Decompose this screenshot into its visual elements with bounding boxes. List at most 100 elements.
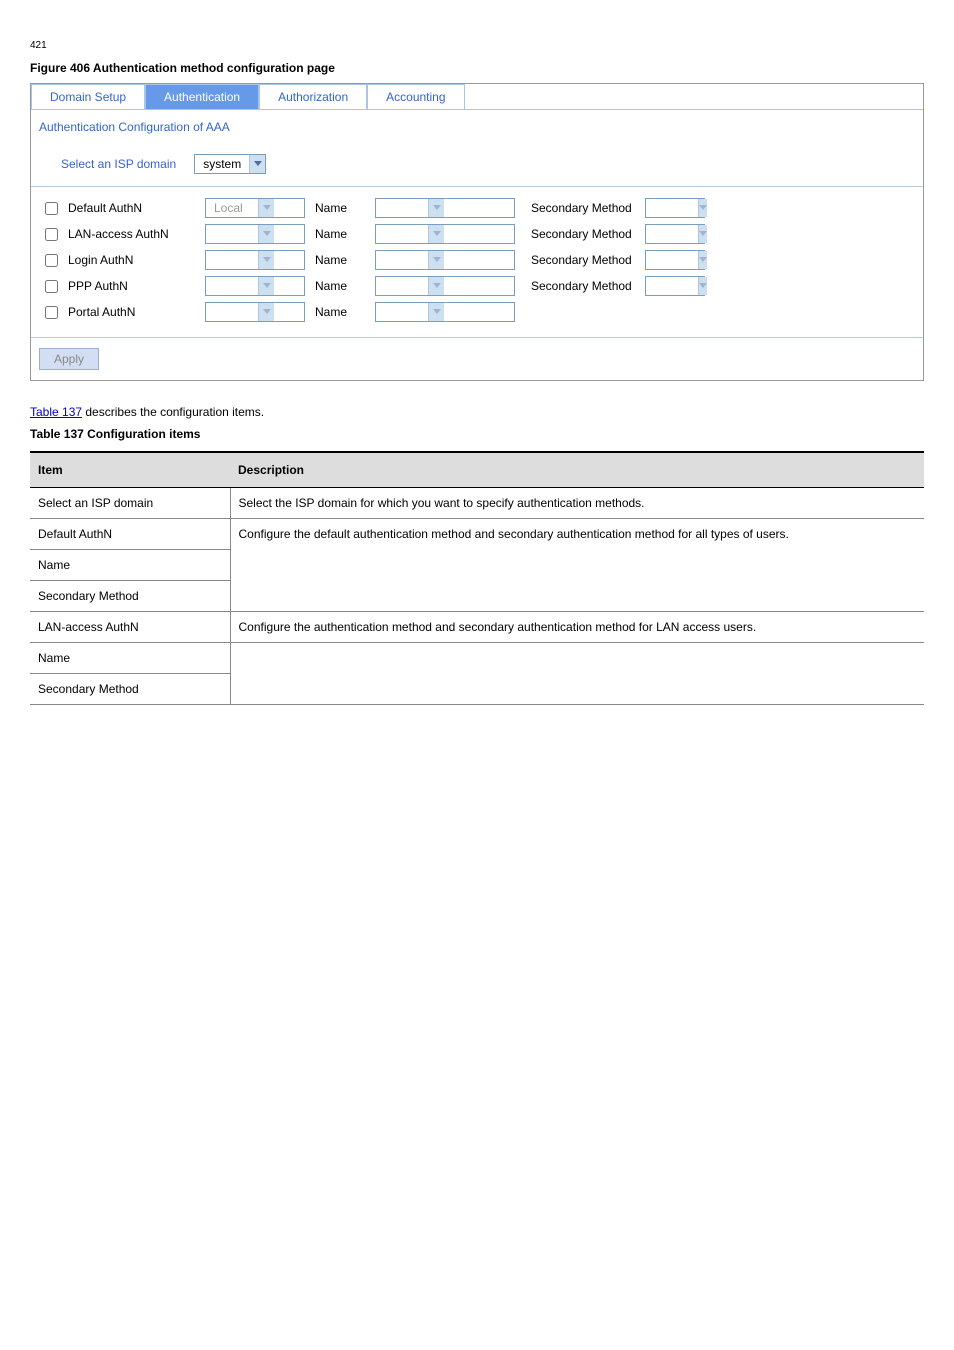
- secondary-select-value: [646, 277, 698, 295]
- name-select[interactable]: [375, 198, 515, 218]
- chevron-down-icon: [428, 251, 444, 269]
- cell-item: Name: [30, 643, 230, 674]
- name-label: Name: [315, 201, 365, 215]
- tab-bar: Domain SetupAuthenticationAuthorizationA…: [31, 84, 923, 110]
- chevron-down-icon: [428, 199, 444, 217]
- cell-item: Secondary Method: [30, 581, 230, 612]
- cell-desc: Configure the default authentication met…: [230, 519, 924, 612]
- domain-select-label: Select an ISP domain: [61, 157, 176, 171]
- method-select-value: [206, 225, 258, 243]
- auth-checkbox-label: Default AuthN: [68, 201, 142, 215]
- secondary-select-value: [646, 225, 698, 243]
- cell-item: Default AuthN: [30, 519, 230, 550]
- name-select-value: [376, 199, 428, 217]
- name-select-value: [376, 251, 428, 269]
- chevron-down-icon: [258, 199, 274, 217]
- secondary-select[interactable]: [645, 276, 705, 296]
- domain-select-value: system: [195, 155, 249, 173]
- secondary-select[interactable]: [645, 198, 705, 218]
- name-select[interactable]: [375, 250, 515, 270]
- body-text: Table 137 describes the configuration it…: [30, 405, 924, 419]
- secondary-label: Secondary Method: [525, 227, 635, 241]
- chevron-down-icon: [428, 277, 444, 295]
- auth-row: LAN-access AuthN Name Secondary Method: [45, 221, 915, 247]
- auth-checkbox-label: PPP AuthN: [68, 279, 128, 293]
- apply-row: Apply: [31, 337, 923, 380]
- screenshot-container: Domain SetupAuthenticationAuthorizationA…: [30, 83, 924, 381]
- auth-row: Portal AuthN Name: [45, 299, 915, 325]
- name-label: Name: [315, 305, 365, 319]
- cell-desc: Select the ISP domain for which you want…: [230, 488, 924, 519]
- secondary-select[interactable]: [645, 250, 705, 270]
- method-select[interactable]: [205, 224, 305, 244]
- chevron-down-icon: [698, 277, 707, 295]
- method-select[interactable]: [205, 276, 305, 296]
- method-select-value: Local: [206, 199, 258, 217]
- auth-checkbox[interactable]: [45, 280, 58, 293]
- secondary-select[interactable]: [645, 224, 705, 244]
- secondary-label: Secondary Method: [525, 201, 635, 215]
- chevron-down-icon: [258, 303, 274, 321]
- name-select[interactable]: [375, 224, 515, 244]
- figure-label: Figure 406 Authentication method configu…: [30, 61, 924, 75]
- cell-desc: [230, 643, 924, 705]
- auth-checkbox-label: Portal AuthN: [68, 305, 135, 319]
- secondary-label: Secondary Method: [525, 279, 635, 293]
- tab-accounting[interactable]: Accounting: [367, 84, 464, 109]
- checkbox-cell: PPP AuthN: [45, 279, 195, 293]
- auth-checkbox[interactable]: [45, 254, 58, 267]
- cell-desc: Configure the authentication method and …: [230, 612, 924, 643]
- table-header: Item: [30, 452, 230, 488]
- name-select[interactable]: [375, 276, 515, 296]
- auth-row: Login AuthN Name Secondary Method: [45, 247, 915, 273]
- auth-checkbox-label: LAN-access AuthN: [68, 227, 169, 241]
- domain-select[interactable]: system: [194, 154, 266, 174]
- auth-checkbox-label: Login AuthN: [68, 253, 133, 267]
- method-select-value: [206, 277, 258, 295]
- tab-authentication[interactable]: Authentication: [145, 84, 259, 109]
- auth-rows: Default AuthNLocalNameSecondary MethodLA…: [31, 187, 923, 337]
- secondary-label: Secondary Method: [525, 253, 635, 267]
- secondary-select-value: [646, 251, 698, 269]
- auth-checkbox[interactable]: [45, 228, 58, 241]
- method-select[interactable]: [205, 250, 305, 270]
- name-label: Name: [315, 279, 365, 293]
- tab-domain-setup[interactable]: Domain Setup: [31, 84, 145, 109]
- checkbox-cell: LAN-access AuthN: [45, 227, 195, 241]
- name-label: Name: [315, 227, 365, 241]
- method-select-value: [206, 251, 258, 269]
- method-select-value: [206, 303, 258, 321]
- checkbox-cell: Default AuthN: [45, 201, 195, 215]
- cell-item: LAN-access AuthN: [30, 612, 230, 643]
- cell-item: Secondary Method: [30, 674, 230, 705]
- config-title: Authentication Configuration of AAA: [31, 110, 923, 138]
- chevron-down-icon: [428, 303, 444, 321]
- secondary-select-value: [646, 199, 698, 217]
- chevron-down-icon: [258, 277, 274, 295]
- method-select[interactable]: Local: [205, 198, 305, 218]
- table-label: Table 137 Configuration items: [30, 427, 924, 441]
- chevron-down-icon: [249, 155, 265, 173]
- chevron-down-icon: [258, 225, 274, 243]
- chevron-down-icon: [258, 251, 274, 269]
- chevron-down-icon: [698, 225, 707, 243]
- tab-authorization[interactable]: Authorization: [259, 84, 367, 109]
- checkbox-cell: Portal AuthN: [45, 305, 195, 319]
- name-select[interactable]: [375, 302, 515, 322]
- table-ref-link[interactable]: Table 137: [30, 405, 82, 419]
- body-text-suffix: describes the configuration items.: [82, 405, 264, 419]
- name-select-value: [376, 303, 428, 321]
- cell-item: Name: [30, 550, 230, 581]
- checkbox-cell: Login AuthN: [45, 253, 195, 267]
- auth-row: Default AuthN Local Name Secondary Method: [45, 195, 915, 221]
- apply-button[interactable]: Apply: [39, 348, 99, 370]
- auth-checkbox[interactable]: [45, 202, 58, 215]
- domain-select-row: Select an ISP domain system: [31, 138, 923, 187]
- name-select-value: [376, 225, 428, 243]
- method-select[interactable]: [205, 302, 305, 322]
- chevron-down-icon: [698, 251, 707, 269]
- auth-checkbox[interactable]: [45, 306, 58, 319]
- name-label: Name: [315, 253, 365, 267]
- name-select-value: [376, 277, 428, 295]
- config-table: ItemDescription Select an ISP domainSele…: [30, 451, 924, 705]
